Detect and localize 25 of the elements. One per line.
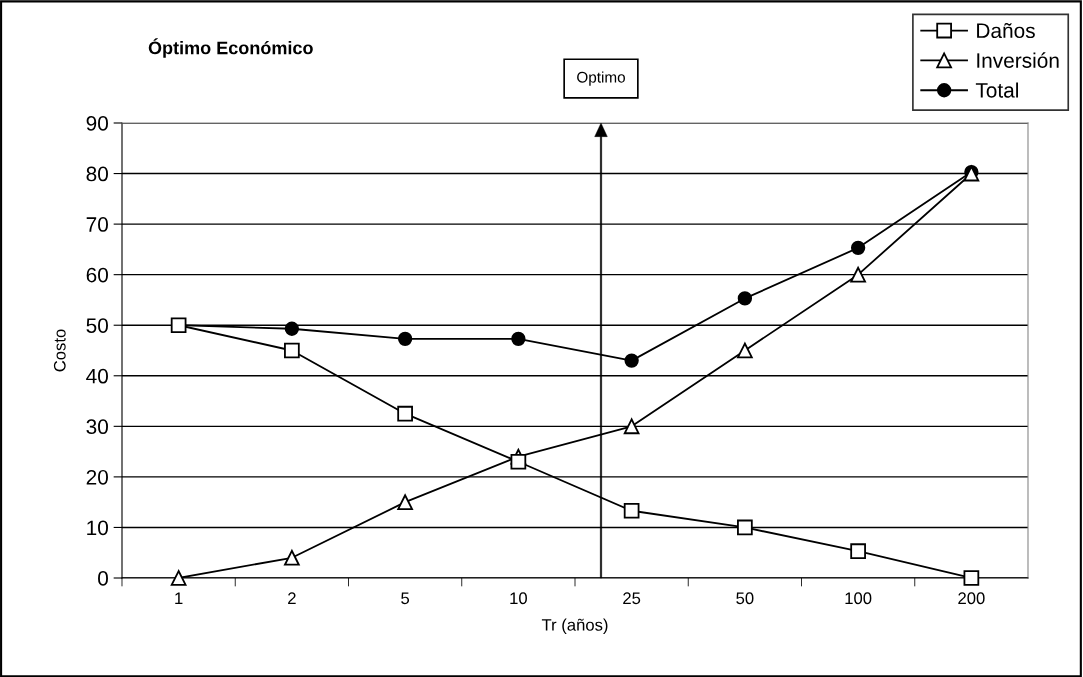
y-tick-label: 0 [98,571,108,586]
legend-label: Inversión [977,52,1059,68]
y-tick-label: 30 [86,419,108,435]
legend-label: Daños [977,22,1035,39]
text: Optimo [577,71,625,86]
y-axis-title: Costo [53,329,66,372]
x-tick-label: 100 [845,592,872,605]
y-tick-label: 60 [86,267,108,283]
y-tick-label: 70 [86,217,108,232]
y-tick-label: 80 [86,166,108,182]
x-tick-label: 25 [623,592,641,605]
y-tick-label: 90 [86,116,108,131]
y-tick-label: 50 [86,318,108,333]
x-tick-label: 1 [175,592,183,604]
x-axis-title: Tr (años) [541,618,608,635]
chart-title: Óptimo Económico [148,38,313,58]
y-tick-label: 40 [86,368,108,384]
x-tick-label: 200 [958,592,985,605]
y-tick-label: 10 [87,520,108,536]
legend-label: Total [975,82,1018,98]
x-tick-label: 2 [288,592,296,604]
x-tick-label: 50 [736,592,754,605]
y-tick-label: 20 [86,469,108,485]
x-tick-label: 10 [510,592,527,605]
x-tick-label: 5 [401,592,410,605]
